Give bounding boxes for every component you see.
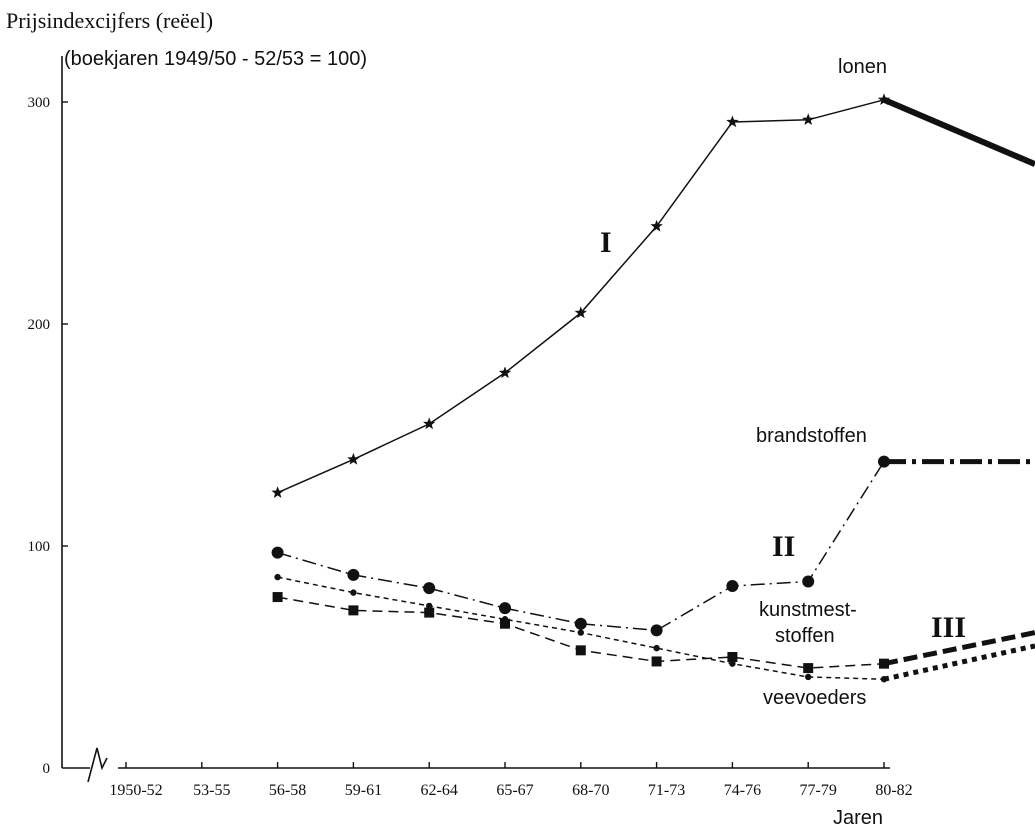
point-veevoeders	[729, 660, 736, 667]
x-tick-label: 53-55	[193, 782, 230, 799]
series-line-brandstoffen	[277, 461, 885, 632]
y-ticks: 0 100 200 300	[28, 95, 68, 777]
series-kunstmeststoffen	[272, 592, 1035, 674]
point-lonen	[726, 115, 739, 128]
point-brandstoffen	[347, 568, 360, 581]
point-lonen	[650, 219, 663, 232]
x-ticks: 1950-52 53-55 56-58 59-61 62-64 65-67 68-70 71-…	[109, 762, 913, 799]
roman-label-I: I	[600, 226, 612, 259]
point-lonen	[877, 93, 891, 106]
point-lonen	[423, 417, 436, 430]
point-brandstoffen	[423, 582, 436, 595]
chart-subtitle: (boekjaren 1949/50 - 52/53 = 100)	[64, 48, 367, 70]
point-veevoeders	[880, 676, 888, 683]
x-tick-label: 1950-52	[109, 782, 162, 799]
point-kunstmeststoffen	[575, 645, 586, 656]
point-brandstoffen	[499, 602, 511, 615]
point-kunstmeststoffen	[727, 652, 738, 662]
point-brandstoffen	[574, 617, 587, 630]
point-lonen	[271, 486, 284, 498]
x-tick-label: 68-70	[572, 782, 609, 799]
series-veevoeders	[274, 573, 1035, 683]
point-lonen	[802, 113, 815, 126]
annotation-kunstmest-line2: stoffen	[775, 625, 835, 647]
x-tick-label: 59-61	[345, 782, 382, 799]
point-brandstoffen	[726, 579, 739, 592]
series-lonen	[271, 93, 1035, 498]
point-kunstmeststoffen	[500, 618, 510, 629]
series-extension-lonen	[882, 97, 1035, 167]
annotation-brandstoffen: brandstoffen	[756, 425, 867, 447]
series-extension-veevoeders	[883, 643, 1035, 682]
point-kunstmeststoffen	[272, 592, 283, 603]
point-kunstmeststoffen	[879, 658, 889, 669]
axes	[61, 56, 890, 783]
point-kunstmeststoffen	[651, 656, 662, 667]
annotation-kunstmest-line1: kunstmest-	[759, 599, 857, 621]
point-brandstoffen	[802, 575, 815, 588]
chart-title: Prijsindexcijfers (reëel)	[6, 8, 213, 33]
point-veevoeders	[805, 673, 812, 681]
y-tick-label: 300	[28, 95, 51, 111]
x-tick-label: 56-58	[269, 782, 306, 799]
series-group	[271, 93, 1035, 683]
point-kunstmeststoffen	[424, 607, 435, 618]
x-tick-label: 77-79	[800, 782, 837, 799]
point-brandstoffen	[271, 546, 284, 559]
point-lonen	[347, 452, 360, 465]
point-kunstmeststoffen	[803, 663, 814, 674]
roman-label-II: II	[772, 530, 795, 563]
y-tick-label: 0	[43, 761, 51, 777]
roman-label-III: III	[931, 611, 966, 644]
x-tick-label: 80-82	[875, 782, 912, 799]
y-tick-label: 100	[28, 539, 51, 555]
point-brandstoffen	[650, 624, 663, 637]
x-axis-label: Jaren	[833, 807, 883, 829]
point-veevoeders	[501, 616, 509, 623]
x-tick-label: 62-64	[421, 782, 458, 799]
point-veevoeders	[350, 589, 357, 596]
series-extension-kunstmeststoffen	[883, 630, 1035, 667]
point-lonen	[574, 306, 587, 319]
x-tick-label: 65-67	[496, 782, 533, 799]
annotation-veevoeders: veevoeders	[763, 687, 866, 709]
point-veevoeders	[274, 573, 281, 581]
point-veevoeders	[426, 602, 433, 610]
x-tick-label: 71-73	[648, 782, 685, 799]
x-axis-break-mark	[87, 747, 108, 783]
point-veevoeders	[653, 644, 660, 652]
point-lonen	[498, 366, 512, 379]
point-brandstoffen	[878, 455, 890, 468]
point-kunstmeststoffen	[348, 605, 359, 616]
y-tick-label: 200	[28, 317, 51, 333]
x-tick-label: 74-76	[724, 782, 761, 799]
annotation-lonen: lonen	[838, 56, 887, 78]
point-veevoeders	[577, 629, 584, 636]
series-brandstoffen	[271, 455, 1035, 637]
